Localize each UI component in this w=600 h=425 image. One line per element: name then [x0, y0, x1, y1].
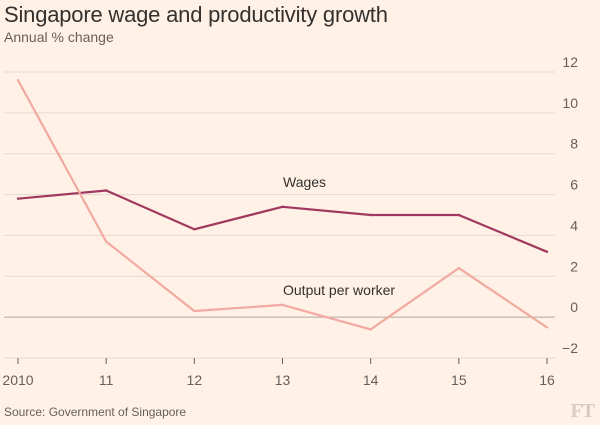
y-tick-label: 10: [562, 95, 578, 111]
data-point: [369, 328, 372, 331]
x-tick-label: 12: [187, 372, 203, 388]
y-tick-label: 2: [570, 258, 578, 274]
x-tick-label: 2010: [2, 372, 33, 388]
data-point: [281, 303, 284, 307]
x-tick-label: 14: [363, 372, 379, 388]
chart-title: Singapore wage and productivity growth: [4, 2, 388, 27]
x-tick-label: 11: [99, 372, 114, 388]
data-point: [545, 250, 549, 253]
y-tick-label: 4: [570, 217, 578, 233]
data-point: [16, 197, 20, 200]
series-lines: [16, 78, 549, 331]
data-point: [104, 189, 108, 192]
grid-lines: [4, 71, 555, 359]
y-tick-label: −2: [562, 340, 578, 356]
data-point: [16, 78, 20, 82]
data-point: [281, 205, 284, 209]
data-point: [193, 228, 196, 231]
data-point: [457, 266, 461, 270]
chart-subtitle: Annual % change: [4, 29, 114, 45]
ft-logo: FT: [570, 400, 595, 422]
x-tick-label: 16: [539, 372, 555, 388]
data-point: [545, 326, 549, 329]
data-point: [457, 213, 461, 217]
y-tick-label: 6: [570, 177, 578, 193]
data-point: [369, 213, 372, 217]
source-note: Source: Government of Singapore: [4, 405, 187, 419]
series-label: Wages: [283, 174, 326, 190]
y-tick-label: 12: [562, 54, 578, 70]
x-tick-label: 13: [275, 372, 291, 388]
x-axis: 2010 11 12 13 14 15 16: [2, 358, 555, 388]
x-tick-label: 15: [451, 372, 467, 388]
data-point: [193, 309, 196, 313]
y-tick-label: 0: [570, 299, 578, 315]
y-tick-label: 8: [570, 136, 578, 152]
series-line-wages: [17, 189, 548, 253]
data-point: [104, 240, 108, 243]
series-labels: Wages Output per worker: [283, 174, 395, 298]
series-label: Output per worker: [283, 282, 395, 298]
y-axis: 12 10 8 6 4 2 0 −2: [562, 54, 578, 356]
